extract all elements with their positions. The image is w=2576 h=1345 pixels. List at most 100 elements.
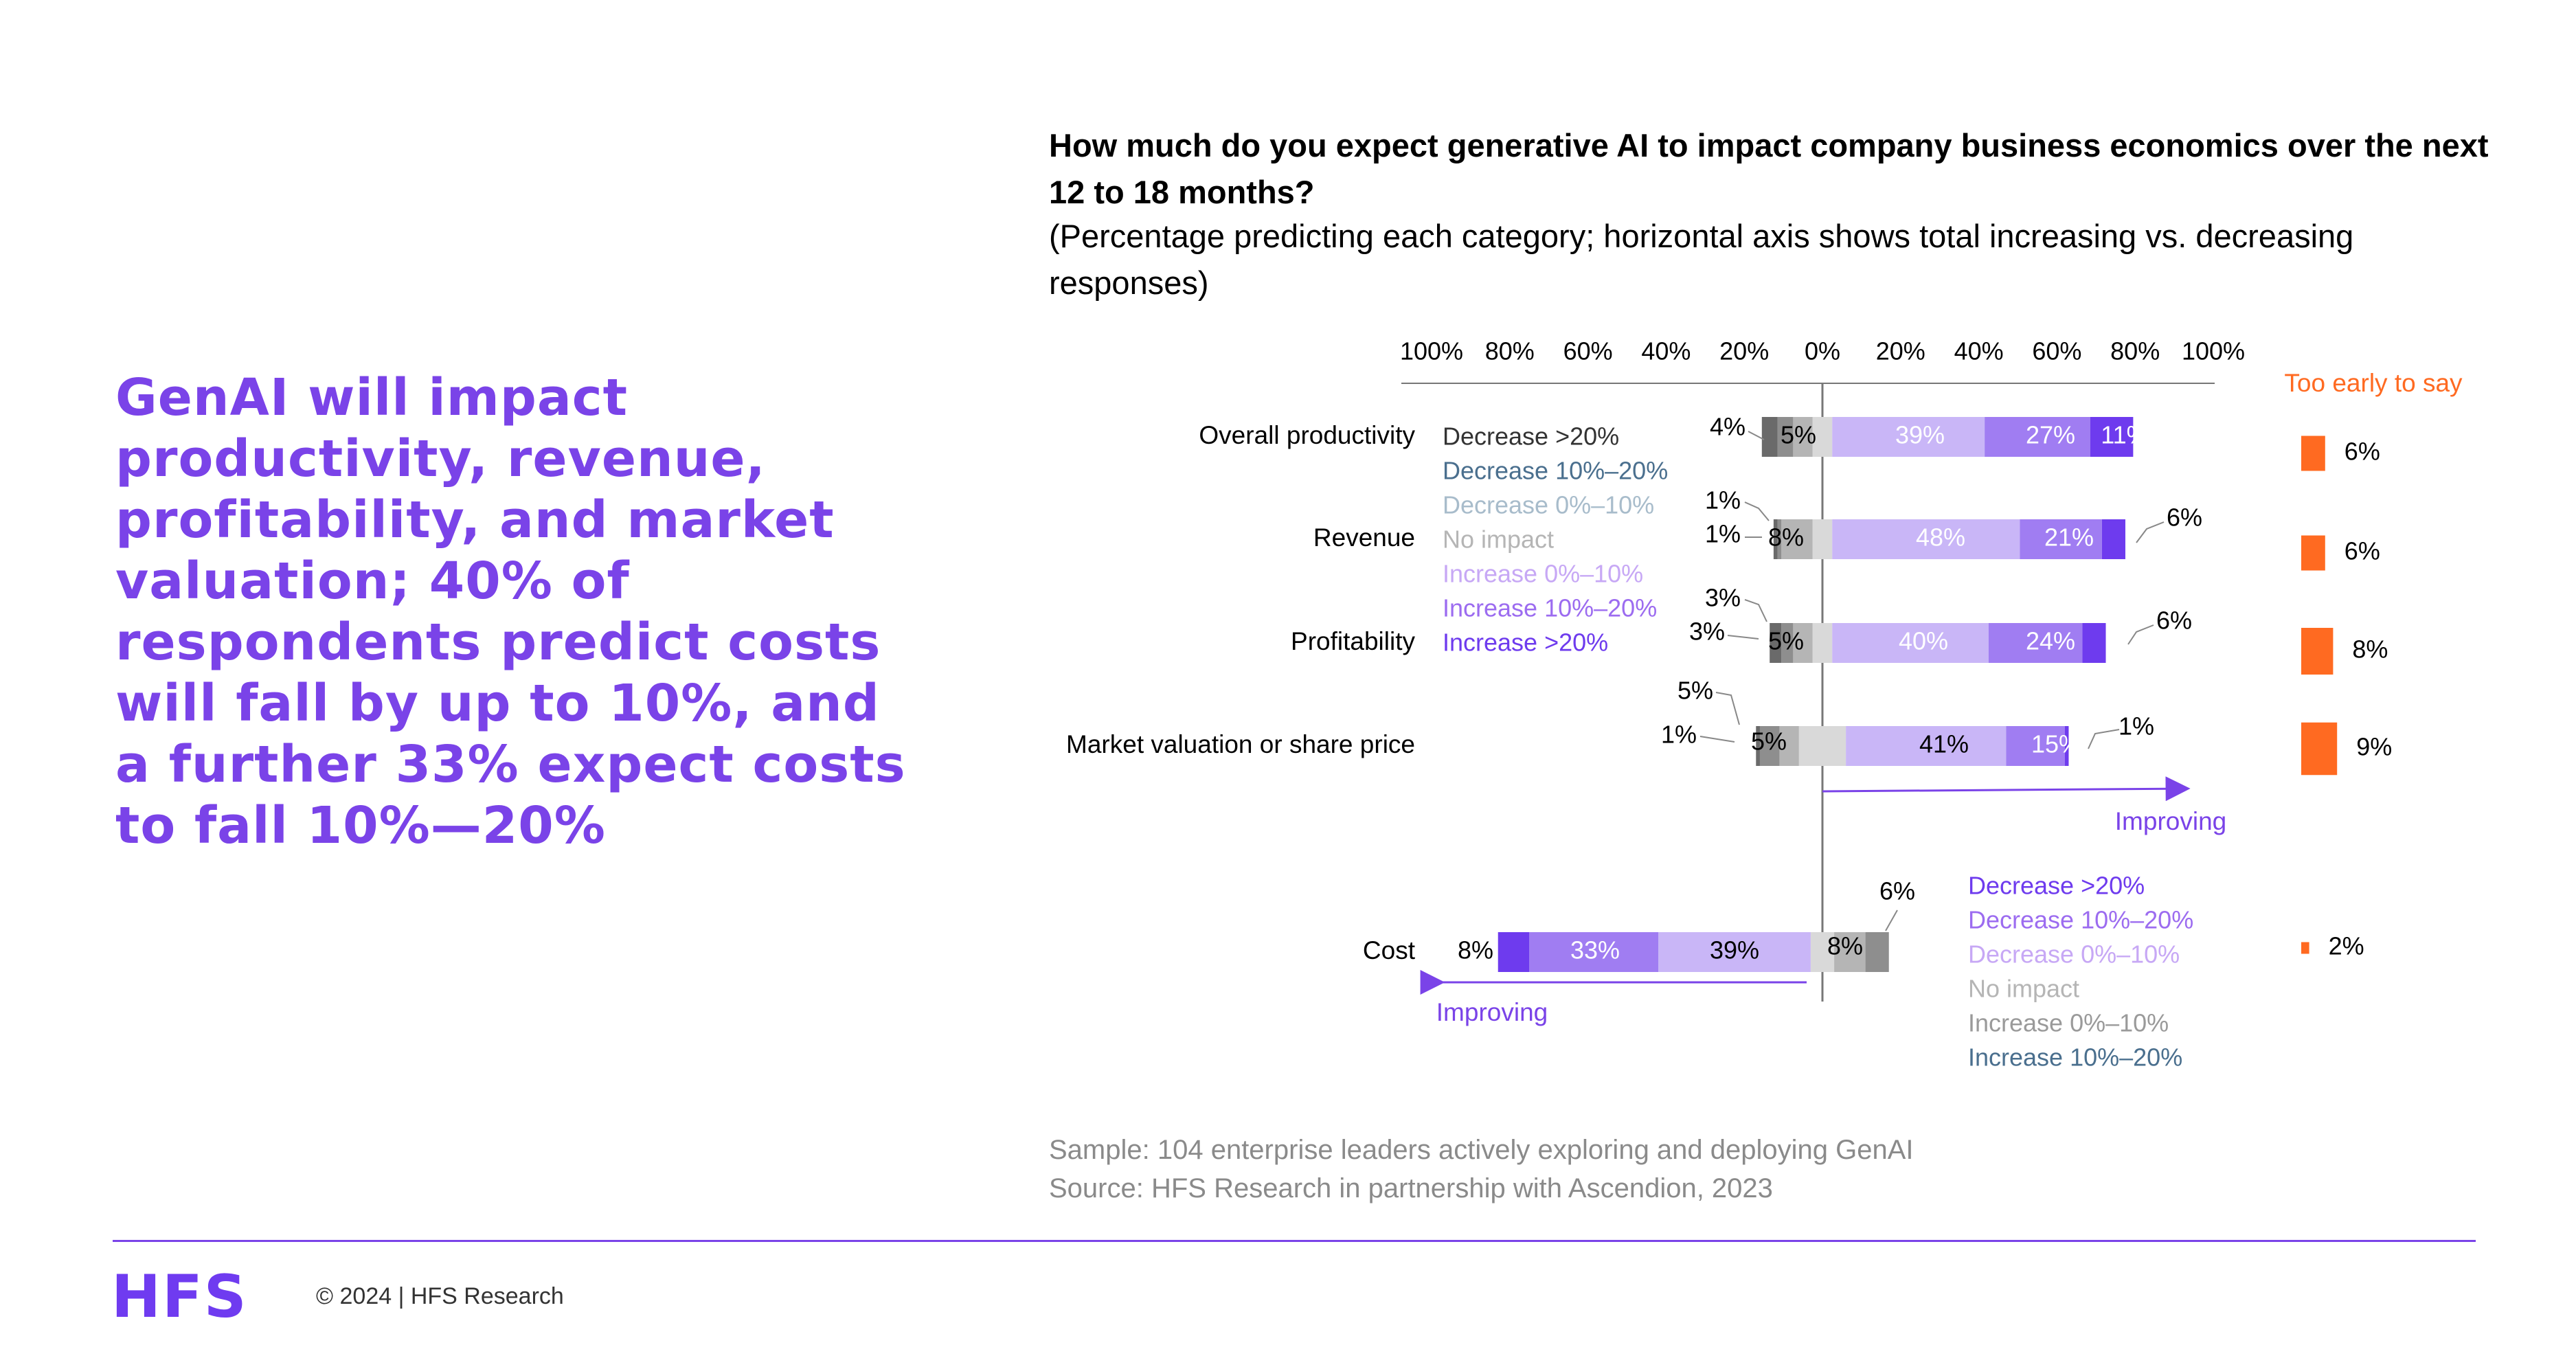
hfs-logo: HFS bbox=[111, 1263, 248, 1331]
leader-line bbox=[2088, 729, 2120, 749]
bar-segment bbox=[1812, 417, 1833, 457]
chart-subtitle: (Percentage predicting each category; ho… bbox=[1049, 218, 2354, 301]
bar-segment bbox=[1812, 623, 1833, 663]
headline: GenAI will impact productivity, revenue,… bbox=[115, 368, 906, 855]
leader-line bbox=[1748, 431, 1765, 440]
bar-segment bbox=[1761, 417, 1778, 457]
improving-label: Improving bbox=[1436, 998, 1548, 1026]
bar-segment bbox=[2090, 417, 2134, 457]
leader-line bbox=[2127, 624, 2154, 645]
bar-segment bbox=[2082, 623, 2106, 663]
bar-segment bbox=[1865, 932, 1889, 972]
legend-item: Increase >20% bbox=[1443, 629, 1608, 657]
x-tick-label: 100% bbox=[2182, 337, 2245, 365]
bar-segment bbox=[1781, 623, 1794, 663]
x-tick-label: 20% bbox=[1719, 337, 1769, 365]
data-label: 1% bbox=[1705, 520, 1741, 548]
data-label: 6% bbox=[2167, 504, 2202, 532]
data-label: 8% bbox=[1768, 523, 1804, 552]
bar-segment bbox=[2006, 726, 2065, 766]
x-tick-label: 80% bbox=[2110, 337, 2160, 365]
bar-segment bbox=[2020, 519, 2102, 559]
data-label: 48% bbox=[1916, 523, 1965, 552]
data-label: 4% bbox=[1710, 413, 1745, 441]
sample-note: Sample: 104 enterprise leaders actively … bbox=[1049, 1135, 1914, 1165]
category-labels: Overall productivity Revenue Profitability… bbox=[1066, 421, 1416, 964]
improving-arrows: Improving Improving bbox=[1420, 776, 2226, 1026]
data-label: 5% bbox=[1781, 421, 1816, 449]
bar-segment bbox=[1756, 726, 1760, 766]
data-label: 1% bbox=[1661, 721, 1697, 749]
bar-segment bbox=[1770, 623, 1782, 663]
data-label: 8% bbox=[1827, 932, 1863, 960]
too-early-label: 9% bbox=[2356, 733, 2392, 761]
data-labels: 4% 5% 39% 27% 11% 1% 1% 8% 48% 21% 6% 3% 3% 5% 40% 24% 6… bbox=[1458, 413, 2202, 964]
leader-line bbox=[1715, 692, 1740, 725]
leader-line bbox=[1699, 736, 1735, 743]
bar-segment bbox=[1777, 417, 1794, 457]
category-label: Revenue bbox=[1313, 523, 1415, 552]
too-early-label: 6% bbox=[2345, 537, 2380, 565]
bar-segment bbox=[1832, 623, 1989, 663]
x-tick-label: 60% bbox=[1563, 337, 1613, 365]
bar-segment bbox=[1773, 519, 1778, 559]
x-tick-label: 40% bbox=[1954, 337, 2004, 365]
bar-segment bbox=[1812, 519, 1833, 559]
bar-segment bbox=[1777, 519, 1782, 559]
data-label: 39% bbox=[1710, 936, 1759, 964]
legend-item: Increase 0%–10% bbox=[1968, 1009, 2169, 1037]
too-early-column: Too early to say 6% 6% 8% 9% 2% bbox=[2284, 369, 2463, 960]
x-axis: 100% 80% 60% 40% 20% 0% 20% 40% 60% 80% 100% bbox=[1400, 337, 2245, 1002]
too-early-bar bbox=[2301, 436, 2325, 471]
legend-item: No impact bbox=[1443, 525, 1554, 554]
leader-line bbox=[1744, 599, 1767, 622]
bar-segment bbox=[1834, 932, 1866, 972]
x-tick-label: 0% bbox=[1805, 337, 1840, 365]
data-label: 15% bbox=[2031, 730, 2081, 758]
improving-label: Improving bbox=[2115, 807, 2226, 835]
legend-item: Increase 10%–20% bbox=[1443, 594, 1657, 622]
too-early-bar bbox=[2301, 535, 2325, 571]
too-early-label: 2% bbox=[2329, 932, 2364, 960]
bar-segment bbox=[1793, 417, 1813, 457]
too-early-bar bbox=[2301, 722, 2338, 776]
data-label: 8% bbox=[1458, 936, 1493, 964]
bar-segment bbox=[1781, 519, 1813, 559]
legend-item: Decrease >20% bbox=[1968, 872, 2145, 900]
data-label: 1% bbox=[2119, 712, 2154, 741]
data-label: 11% bbox=[2101, 421, 2148, 449]
data-label: 27% bbox=[2026, 421, 2075, 449]
category-label: Cost bbox=[1363, 936, 1416, 964]
legend-item: Increase 0%–10% bbox=[1443, 560, 1643, 588]
data-label: 6% bbox=[1879, 877, 1915, 905]
legend: Decrease >20% Decrease 10%–20% Decrease 0%… bbox=[1443, 422, 2193, 1072]
x-tick-label: 60% bbox=[2032, 337, 2081, 365]
arrow-right bbox=[1822, 776, 2191, 802]
bar-segment bbox=[1658, 932, 1811, 972]
source-note: Source: HFS Research in partnership with… bbox=[1049, 1173, 1773, 1203]
too-early-label: 8% bbox=[2352, 635, 2388, 664]
bar-segment bbox=[1798, 726, 1846, 766]
copyright: © 2024 | HFS Research bbox=[316, 1283, 564, 1309]
data-label: 3% bbox=[1705, 584, 1741, 612]
data-label: 1% bbox=[1705, 486, 1741, 515]
data-label: 6% bbox=[2156, 607, 2192, 635]
x-tick-label: 100% bbox=[1400, 337, 1463, 365]
bars bbox=[1498, 417, 2134, 972]
legend-item: No impact bbox=[1968, 975, 2079, 1003]
legend-item: Decrease 10%–20% bbox=[1968, 906, 2193, 934]
too-early-heading: Too early to say bbox=[2284, 369, 2463, 397]
category-label: Market valuation or share price bbox=[1066, 730, 1415, 758]
bar-segment bbox=[1779, 726, 1799, 766]
bar-segment bbox=[1759, 726, 1780, 766]
bar-segment bbox=[1846, 726, 2007, 766]
data-label: 3% bbox=[1689, 618, 1725, 646]
data-label: 41% bbox=[1919, 730, 1969, 758]
bar-segment bbox=[1988, 623, 2083, 663]
too-early-label: 6% bbox=[2345, 438, 2380, 466]
x-tick-label: 40% bbox=[1641, 337, 1691, 365]
chart-title: How much do you expect generative AI to … bbox=[1049, 127, 2489, 210]
data-label: 21% bbox=[2044, 523, 2094, 552]
footer-divider bbox=[113, 1240, 2476, 1242]
bar-segment bbox=[1832, 519, 2020, 559]
